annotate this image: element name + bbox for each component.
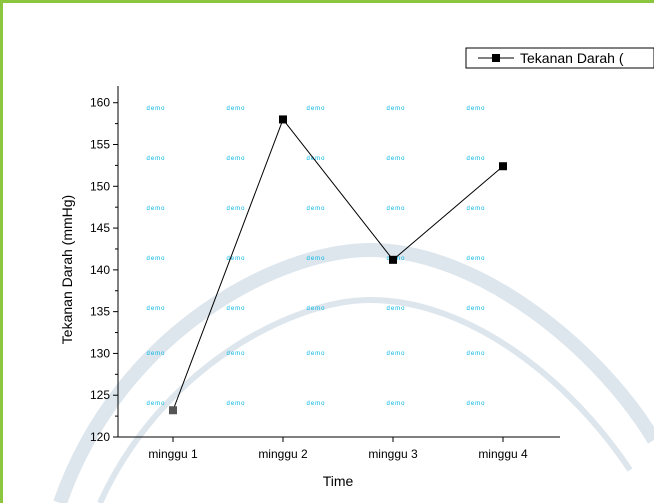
- demo-watermark-8: demo: [386, 156, 405, 162]
- demo-watermark-24: demo: [466, 306, 485, 312]
- legend-label: Tekanan Darah (: [520, 50, 624, 66]
- legend: Tekanan Darah (: [465, 47, 654, 69]
- demo-watermark-30: demo: [146, 401, 165, 407]
- demo-watermark-33: demo: [386, 401, 405, 407]
- demo-watermark-29: demo: [466, 351, 485, 357]
- demo-watermark-11: demo: [226, 206, 245, 212]
- x-tick-label-1: minggu 2: [258, 447, 308, 461]
- y-tick-label-6: 150: [90, 179, 110, 193]
- demo-watermark-3: demo: [386, 106, 405, 112]
- demo-watermark-25: demo: [146, 351, 165, 357]
- demo-watermark-grid: demo demo demo demo demo demo demo demo demo demo…: [146, 106, 485, 407]
- y-axis-title: Tekanan Darah (mmHg): [59, 195, 75, 344]
- demo-watermark-9: demo: [466, 156, 485, 162]
- data-point-0-3: [499, 162, 507, 171]
- x-tick-label-3: minggu 4: [478, 447, 528, 461]
- demo-watermark-4: demo: [466, 106, 485, 112]
- data-point-0-0: [169, 406, 177, 415]
- demo-watermark-23: demo: [386, 306, 405, 312]
- x-tick-label-2: minggu 3: [368, 447, 418, 461]
- demo-watermark-2: demo: [306, 106, 325, 112]
- legend-box: [465, 47, 654, 69]
- y-tick-label-0: 120: [90, 430, 110, 444]
- demo-watermark-17: demo: [306, 256, 325, 262]
- x-tick-label-0: minggu 1: [148, 447, 198, 461]
- demo-watermark-27: demo: [306, 351, 325, 357]
- x-axis-title: Time: [323, 473, 354, 489]
- data-point-0-2: [389, 255, 397, 264]
- demo-watermark-28: demo: [386, 351, 405, 357]
- y-tick-label-4: 140: [90, 263, 110, 277]
- demo-watermark-31: demo: [226, 401, 245, 407]
- demo-watermark-32: demo: [306, 401, 325, 407]
- axes: 120 125 130 135 140 145 150 155 160 minggu 1 mingg…: [59, 86, 560, 489]
- y-tick-label-5: 145: [90, 221, 110, 235]
- demo-watermark-14: demo: [466, 206, 485, 212]
- series-layer: [169, 115, 507, 415]
- legend-marker: [492, 54, 500, 62]
- demo-watermark-0: demo: [146, 106, 165, 112]
- series-line-0: [172, 118, 504, 411]
- demo-watermark-26: demo: [226, 351, 245, 357]
- y-tick-label-3: 135: [90, 305, 110, 319]
- demo-watermark-19: demo: [466, 256, 485, 262]
- demo-watermark-15: demo: [146, 256, 165, 262]
- demo-watermark-6: demo: [226, 156, 245, 162]
- demo-watermark-1: demo: [226, 106, 245, 112]
- background-seal-watermark: [53, 242, 654, 503]
- demo-watermark-21: demo: [226, 306, 245, 312]
- demo-watermark-7: demo: [306, 156, 325, 162]
- data-point-0-1: [279, 115, 287, 124]
- y-tick-label-1: 125: [90, 388, 110, 402]
- demo-watermark-13: demo: [386, 206, 405, 212]
- y-tick-label-7: 155: [90, 138, 110, 152]
- demo-watermark-34: demo: [466, 401, 485, 407]
- y-tick-label-8: 160: [90, 96, 110, 110]
- y-tick-label-2: 130: [90, 346, 110, 360]
- demo-watermark-22: demo: [306, 306, 325, 312]
- demo-watermark-16: demo: [226, 256, 245, 262]
- demo-watermark-5: demo: [146, 156, 165, 162]
- demo-watermark-20: demo: [146, 306, 165, 312]
- demo-watermark-12: demo: [306, 206, 325, 212]
- demo-watermark-10: demo: [146, 206, 165, 212]
